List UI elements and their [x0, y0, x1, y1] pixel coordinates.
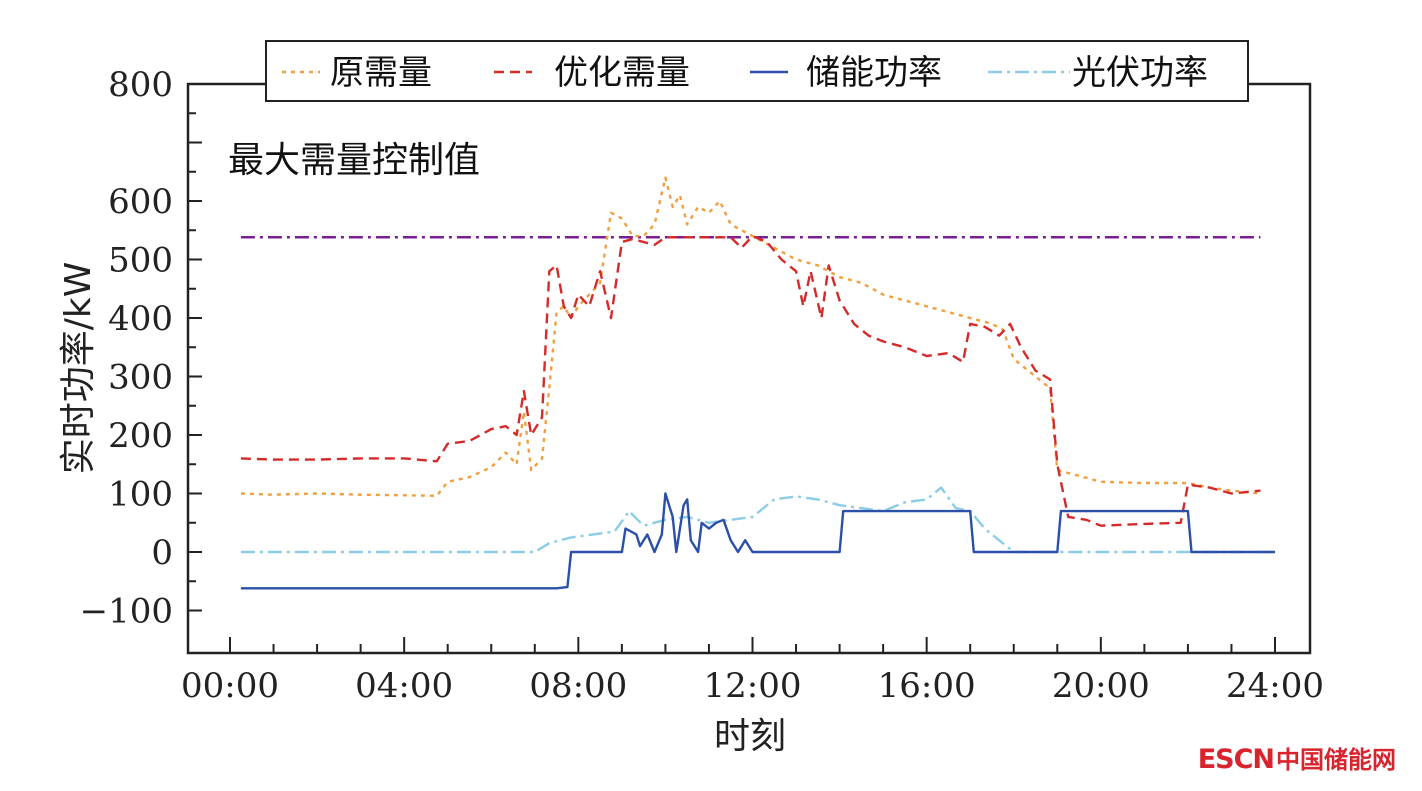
x-tick-label: 12:00: [704, 666, 802, 706]
series-line-2: [240, 234, 1261, 527]
series-line-1: [240, 176, 1261, 497]
legend-label: 优化需量: [554, 53, 690, 93]
x-tick-label: 04:00: [355, 666, 453, 706]
y-axis: 800 600 500 400 300 200 100 0 −100: [80, 65, 202, 632]
series-line-3: [240, 492, 1275, 590]
y-tick-label: 100: [108, 475, 173, 515]
x-axis-title: 时刻: [714, 716, 786, 757]
max-demand-label: 最大需量控制值: [228, 140, 480, 181]
escn-watermark: ESCN中国储能网: [1198, 740, 1396, 775]
watermark-cn: 中国储能网: [1276, 746, 1396, 774]
legend: 原需量 优化需量 储能功率 光伏功率: [265, 40, 1249, 102]
y-tick-label: 300: [108, 358, 173, 398]
x-tick-label: 16:00: [878, 666, 976, 706]
x-tick-label: 24:00: [1226, 666, 1324, 706]
legend-label: 光伏功率: [1072, 53, 1208, 93]
y-axis-title: 实时功率/kW: [58, 262, 99, 475]
legend-label: 储能功率: [806, 53, 942, 93]
y-tick-label: 600: [108, 182, 173, 222]
series-line-4: [240, 486, 1275, 554]
y-tick-label: 0: [151, 533, 173, 573]
y-tick-label: 500: [108, 241, 173, 281]
y-tick-label: 800: [108, 65, 173, 105]
x-axis: 00:00 04:00 08:00 12:00 16:00 20:00 24:00: [181, 637, 1324, 706]
y-tick-label: −100: [80, 592, 173, 632]
series-layer: [240, 176, 1275, 590]
y-tick-label: 400: [108, 299, 173, 339]
y-tick-label: 200: [108, 416, 173, 456]
x-tick-label: 20:00: [1052, 666, 1150, 706]
legend-label: 原需量: [330, 53, 432, 93]
watermark-brand: ESCN: [1197, 744, 1275, 775]
x-tick-label: 08:00: [529, 666, 627, 706]
x-tick-label: 00:00: [181, 666, 279, 706]
